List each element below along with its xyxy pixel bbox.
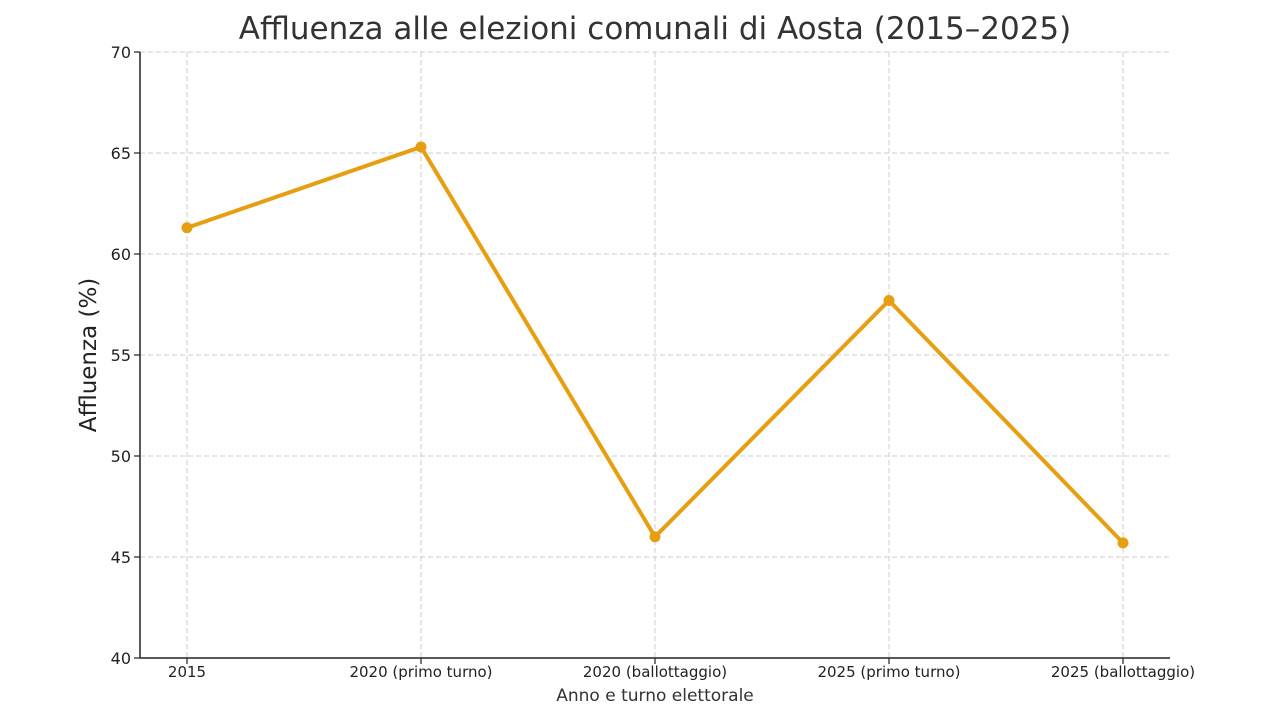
data-point xyxy=(181,222,193,234)
data-point xyxy=(883,294,895,306)
y-tick-label: 40 xyxy=(111,649,131,668)
x-tick-label: 2025 (primo turno) xyxy=(817,663,960,681)
x-tick-label: 2015 xyxy=(168,663,206,681)
y-tick-label: 60 xyxy=(111,245,131,264)
y-tick-label: 55 xyxy=(111,346,131,365)
x-tick-label: 2025 (ballottaggio) xyxy=(1051,663,1195,681)
grid xyxy=(140,51,1170,659)
chart-title: Affluenza alle elezioni comunali di Aost… xyxy=(239,11,1072,47)
data-point xyxy=(415,141,427,153)
y-tick-label: 65 xyxy=(111,144,131,163)
y-tick-label: 50 xyxy=(111,447,131,466)
y-tick-label: 70 xyxy=(111,43,131,62)
y-axis-label: Affluenza (%) xyxy=(76,278,102,433)
x-tick-label: 2020 (ballottaggio) xyxy=(583,663,727,681)
x-tick-label: 2020 (primo turno) xyxy=(349,663,492,681)
data-point xyxy=(1117,537,1129,549)
x-tick-labels: 2015 2020 (primo turno) 2020 (ballottaggio… xyxy=(168,663,1195,681)
y-tick-label: 45 xyxy=(111,548,131,567)
x-axis-label: Anno e turno elettorale xyxy=(556,686,754,706)
y-tick-labels: 40 45 50 55 60 65 70 xyxy=(111,43,131,668)
axes xyxy=(134,51,1170,664)
series-affluenza xyxy=(181,141,1129,549)
data-point xyxy=(649,531,661,543)
